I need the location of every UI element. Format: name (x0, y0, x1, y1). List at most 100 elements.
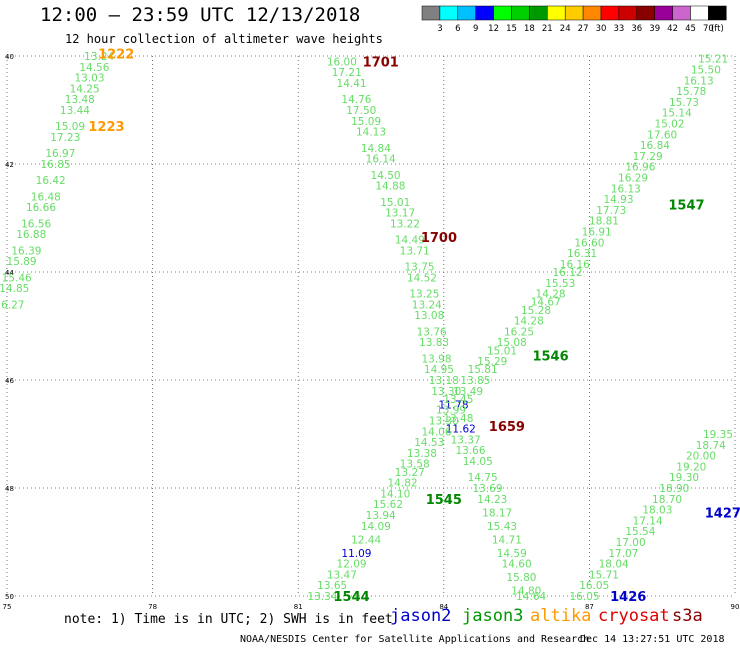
wave-height-label: 15.09 (351, 116, 381, 128)
wave-height-label: 15.01 (380, 197, 410, 209)
wave-height-label: 18.03 (642, 505, 672, 517)
wave-height-label: 12.09 (337, 559, 367, 571)
lon-label: 90 (731, 603, 740, 611)
wave-height-label: 14.50 (371, 170, 401, 182)
lat-label: 40 (5, 53, 14, 61)
wave-height-label: 13.49 (453, 386, 483, 398)
color-scale-label: 27 (578, 24, 589, 34)
wave-height-label: 14.80 (511, 586, 541, 598)
wave-height-label: 15.14 (662, 108, 692, 120)
wave-height-label: 13.75 (405, 262, 435, 274)
wave-height-label: 15.02 (654, 119, 684, 131)
wave-height-label: 14.09 (361, 521, 391, 533)
wave-height-label: 14.93 (603, 194, 633, 206)
legend-jason3: jason3 (462, 606, 524, 626)
wave-height-label: 15.28 (521, 305, 551, 317)
wave-height-label: 14.05 (463, 456, 493, 468)
color-swatch (708, 5, 727, 21)
wave-height-label: 15.54 (625, 526, 655, 538)
wave-height-label: 18.81 (589, 216, 619, 228)
wave-height-label: 19.30 (669, 472, 699, 484)
pass-time-label: 1547 (668, 199, 704, 214)
pass-time-label: 1544 (333, 590, 369, 605)
wave-height-label: 16.42 (36, 175, 66, 187)
wave-height-label: 14.95 (424, 364, 454, 376)
wave-height-label: 16.66 (26, 202, 56, 214)
legend-s3a: s3a (672, 606, 703, 626)
wave-height-label: 15.80 (506, 572, 536, 584)
color-scale-label: 42 (667, 24, 678, 34)
generated-timestamp: Dec 14 13:27:51 UTC 2018 (580, 634, 725, 645)
wave-height-label: 15.29 (477, 356, 507, 368)
pass-time-label: 1223 (88, 120, 124, 135)
wave-height-label: 13.18 (429, 375, 459, 387)
wave-height-label: 13.22 (390, 218, 420, 230)
wave-height-label: 16.31 (567, 248, 597, 260)
lat-label: 48 (5, 485, 14, 493)
color-scale-label: 3 (437, 24, 442, 34)
wave-height-label: 15.89 (7, 256, 37, 268)
lat-label: 50 (5, 593, 14, 601)
wave-height-label: 14.84 (361, 143, 391, 155)
wave-height-label: 14.64 (516, 591, 546, 603)
wave-height-label: 20.00 (686, 451, 716, 463)
wave-height-label: 16.97 (45, 148, 75, 160)
wave-height-label: 18.04 (599, 559, 629, 571)
wave-height-label: 14.82 (388, 478, 418, 490)
wave-height-label: 11.62 (446, 424, 476, 436)
lon-label: 87 (585, 603, 594, 611)
wave-height-label: 11.78 (438, 399, 468, 411)
wave-height-label: 13.76 (417, 326, 447, 338)
track-1546-1547: 13.4913.8515.8115.2915.0115.0816.2514.28… (453, 54, 728, 398)
wave-height-label: 18.74 (696, 440, 726, 452)
wave-height-label: 14.23 (477, 494, 507, 506)
wave-height-label: 18.90 (659, 483, 689, 495)
track-1426-1427: 16.0516.0515.7118.0417.0717.0015.5417.14… (570, 429, 734, 603)
wave-height-label: 18.17 (482, 507, 512, 519)
wave-height-label: 14.88 (375, 181, 405, 193)
wave-height-label: 16.56 (21, 218, 51, 230)
wave-height-label: 17.07 (608, 548, 638, 560)
wave-height-label: 13.03 (74, 73, 104, 85)
wave-height-label: 15.71 (589, 569, 619, 581)
wave-height-label: 15.73 (669, 97, 699, 109)
wave-height-label: 14.53 (414, 437, 444, 449)
wave-height-label: 16.60 (574, 237, 604, 249)
lat-label: 42 (5, 161, 14, 169)
wave-height-label: 13.69 (472, 483, 502, 495)
wave-height-label: 16.14 (366, 154, 396, 166)
pass-time-label: 1222 (98, 47, 134, 62)
color-scale-unit: (ft) (711, 24, 724, 34)
wave-height-label: 16.13 (684, 75, 714, 87)
wave-height-label: 19.20 (676, 461, 706, 473)
wave-height-label: 14.85 (0, 283, 29, 295)
color-scale-legend: 3 6 9 12 15 18 21 24 27 30 33 36 39 42 45 70(ft) (421, 5, 727, 34)
wave-height-label: 15.46 (2, 272, 32, 284)
wave-height-label: 17.14 (633, 515, 663, 527)
wave-height-label: 14.28 (536, 289, 566, 301)
wave-height-label: 17.73 (596, 205, 626, 217)
map-subtitle: 12 hour collection of altimeter wave hei… (65, 32, 383, 46)
wave-height-label: 13.83 (419, 337, 449, 349)
pass-time-label: 1427 (705, 506, 740, 521)
wave-height-label: 15.62 (373, 499, 403, 511)
wave-height-label: 15.53 (545, 278, 575, 290)
wave-height-label: 13.34 (307, 591, 337, 603)
wave-height-label: 13.66 (455, 445, 485, 457)
wave-height-label: 13.44 (60, 105, 90, 117)
color-scale-label: 39 (649, 24, 660, 34)
wave-height-label: 13.45 (443, 394, 473, 406)
wave-height-label: 17.21 (332, 67, 362, 79)
wave-height-label: 13.24 (84, 51, 114, 63)
wave-height-label: 14.06 (421, 426, 451, 438)
wave-height-label: 16.29 (618, 173, 648, 185)
wave-height-label: 13.99 (436, 405, 466, 417)
wave-height-label: 16.39 (11, 245, 41, 257)
wave-height-label: 16.16 (560, 259, 590, 271)
map-title: 12:00 – 23:59 UTC 12/13/2018 (40, 4, 361, 26)
wave-height-label: 14.60 (502, 559, 532, 571)
pass-time-label: 1701 (363, 55, 399, 70)
color-scale-label: 70 (703, 24, 714, 34)
wave-height-label: 17.50 (346, 105, 376, 117)
